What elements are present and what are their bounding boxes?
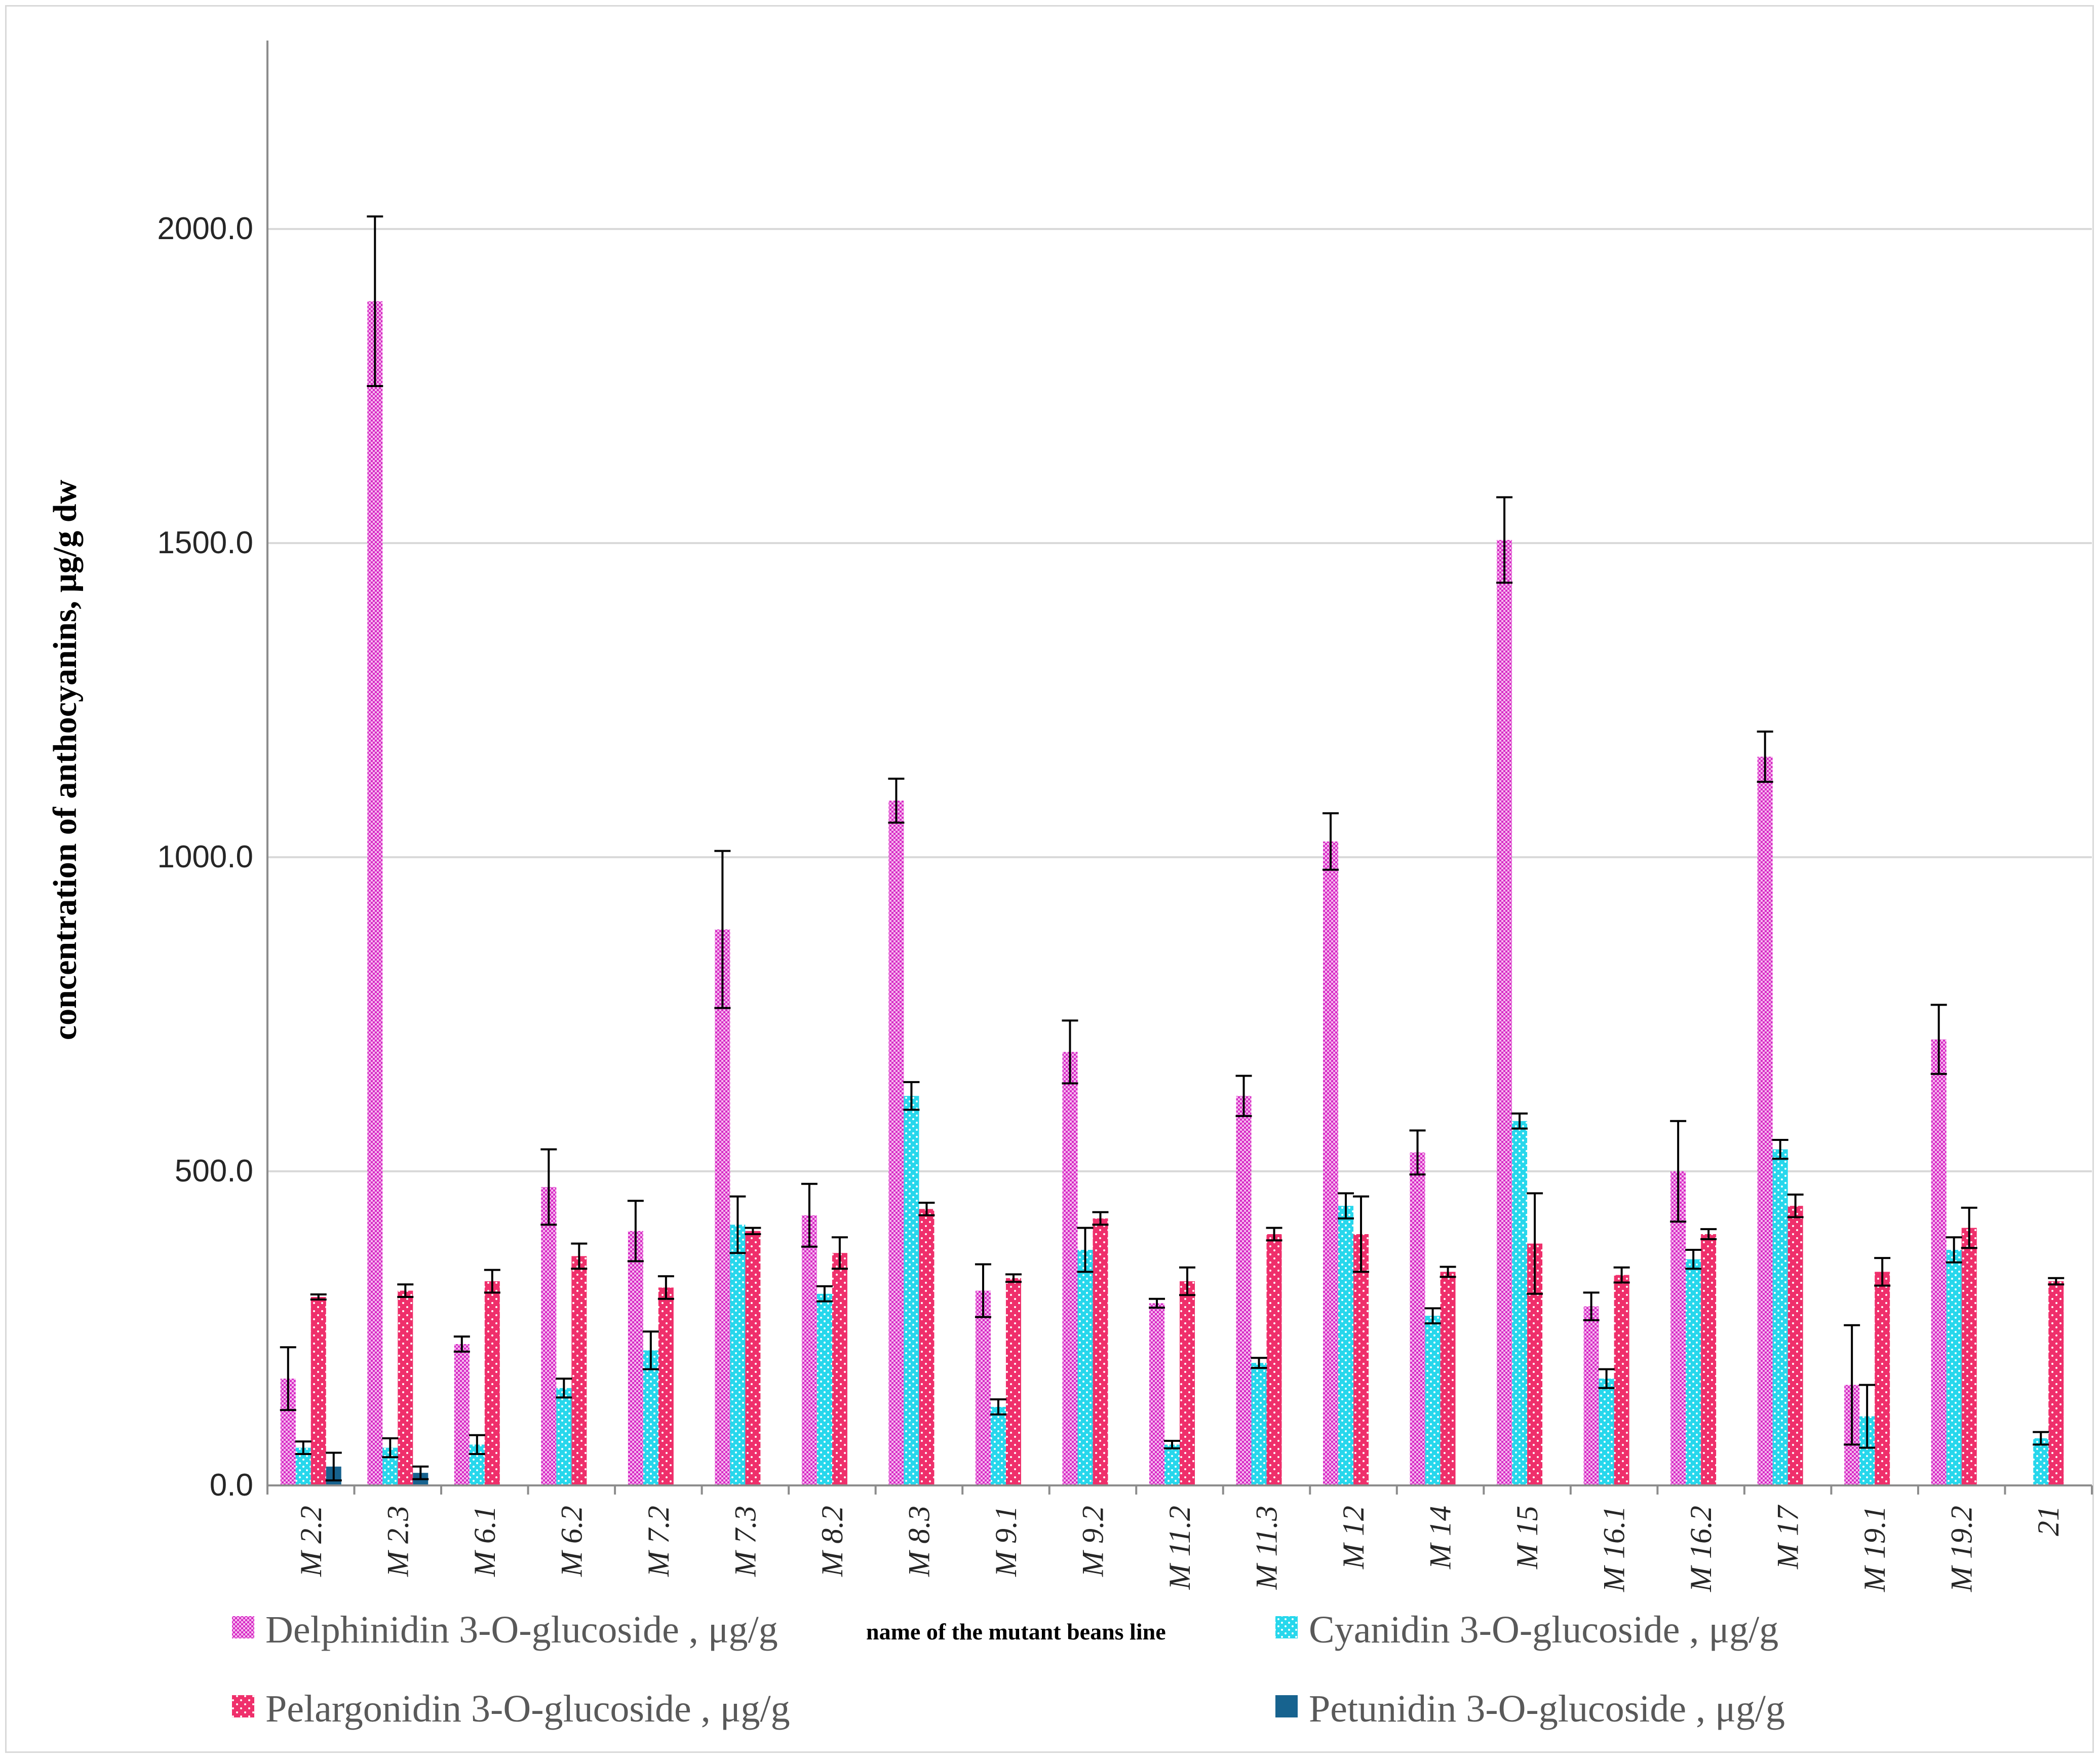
y-tick-label: 1000.0	[157, 839, 253, 874]
x-tick-label: M 8.3	[902, 1506, 936, 1577]
legend-label: Cyanidin 3-O-glucoside , μg/g	[1309, 1609, 1778, 1651]
bar	[1599, 1379, 1614, 1485]
legend-label: Delphinidin 3-O-glucoside , μg/g	[265, 1609, 778, 1651]
x-tick-label: M 6.1	[468, 1506, 501, 1577]
bar	[628, 1231, 643, 1485]
bar	[730, 1225, 746, 1485]
gridlines	[267, 228, 2092, 1172]
bar	[643, 1350, 658, 1485]
bar	[990, 1407, 1006, 1485]
x-tick-label: M 7.3	[728, 1506, 762, 1577]
bar	[816, 1293, 832, 1485]
x-tick-label: M 7.2	[642, 1506, 675, 1577]
bar	[801, 1215, 817, 1485]
bar	[919, 1209, 935, 1485]
bar	[1425, 1316, 1441, 1485]
bar	[1149, 1303, 1164, 1485]
bar	[1005, 1278, 1021, 1485]
legend-swatch	[1275, 1616, 1298, 1638]
bar	[1323, 842, 1339, 1485]
x-tick-label: M 16.2	[1684, 1506, 1718, 1592]
y-axis-title: concentration of anthocyanins, μg/g dw	[47, 480, 84, 1041]
bar	[1931, 1039, 1947, 1485]
x-tick-label: M 6.2	[555, 1506, 588, 1577]
bar	[1236, 1096, 1252, 1485]
bar	[888, 800, 904, 1485]
bar	[556, 1388, 572, 1485]
legend-swatch	[232, 1695, 254, 1717]
bar	[1062, 1052, 1078, 1485]
bar	[2048, 1281, 2064, 1485]
bar	[454, 1344, 470, 1485]
bar	[1670, 1171, 1686, 1485]
bar	[367, 301, 383, 1485]
bar	[1410, 1152, 1425, 1485]
bar	[975, 1290, 991, 1485]
bar	[1164, 1444, 1180, 1485]
bar	[1353, 1234, 1369, 1485]
bar	[541, 1187, 557, 1485]
bar	[1497, 540, 1512, 1485]
bar	[1757, 756, 1773, 1485]
bars	[280, 301, 2064, 1485]
bar	[658, 1287, 674, 1485]
legend-label: Pelargonidin 3-O-glucoside , μg/g	[265, 1688, 790, 1730]
bar	[715, 929, 730, 1485]
bar	[1338, 1206, 1354, 1485]
x-tick-label: M 11.2	[1163, 1506, 1196, 1590]
x-tick-label: M 8.2	[815, 1506, 849, 1577]
x-tick-label: 21	[2032, 1506, 2065, 1536]
bar	[745, 1231, 761, 1485]
bar	[398, 1290, 413, 1485]
bar	[904, 1096, 919, 1485]
bar	[832, 1253, 847, 1485]
legend-swatch	[232, 1616, 254, 1638]
bar	[1440, 1272, 1456, 1485]
bar	[2033, 1438, 2049, 1485]
x-tick-label: M 17	[1771, 1504, 1805, 1570]
legend: Delphinidin 3-O-glucoside , μg/g Cyanidin…	[232, 1609, 1785, 1730]
x-tick-label: M 19.2	[1945, 1506, 1978, 1592]
bar	[1946, 1250, 1962, 1485]
axes: 0.0 500.0 1000.0 1500.0 2000.0 concentration …	[47, 41, 2093, 1592]
bar	[1180, 1281, 1195, 1485]
legend-label: Petunidin 3-O-glucoside , μg/g	[1309, 1688, 1785, 1730]
bar	[1686, 1259, 1701, 1485]
y-tick-label: 1500.0	[157, 525, 253, 560]
bar	[571, 1256, 587, 1485]
bar	[1512, 1121, 1528, 1485]
bar	[1772, 1149, 1788, 1485]
x-tick-label: M 9.1	[989, 1506, 1023, 1577]
x-tick-label: M 14	[1424, 1506, 1457, 1570]
bar	[1787, 1206, 1803, 1485]
bar	[1875, 1272, 1890, 1485]
x-axis-title: name of the mutant beans line	[866, 1619, 1166, 1645]
chart-frame	[5, 5, 2094, 1753]
x-tick-label: M 16.1	[1598, 1506, 1631, 1592]
bar	[1251, 1363, 1267, 1485]
x-tick-label: M 2.2	[294, 1506, 328, 1577]
bar	[1614, 1275, 1629, 1485]
bar	[484, 1281, 500, 1485]
x-tick-label: M 2.3	[381, 1506, 414, 1577]
bar	[1093, 1218, 1108, 1485]
x-tick-label: M 9.2	[1076, 1506, 1109, 1577]
bar	[1077, 1250, 1093, 1485]
y-tick-label: 2000.0	[157, 211, 253, 246]
y-tick-label: 500.0	[175, 1154, 253, 1189]
bar	[1701, 1234, 1717, 1485]
bar	[1266, 1234, 1282, 1485]
x-tick-label: M 12	[1337, 1506, 1370, 1570]
y-tick-label: 0.0	[210, 1468, 253, 1503]
legend-swatch	[1275, 1695, 1298, 1717]
x-tick-label: M 19.1	[1858, 1506, 1891, 1592]
bar	[310, 1297, 326, 1485]
error-bars	[280, 215, 2065, 1482]
x-tick-label: M 15	[1510, 1506, 1544, 1570]
bar	[1583, 1306, 1599, 1485]
bar	[1961, 1228, 1977, 1485]
x-tick-label: M 11.3	[1250, 1506, 1284, 1590]
